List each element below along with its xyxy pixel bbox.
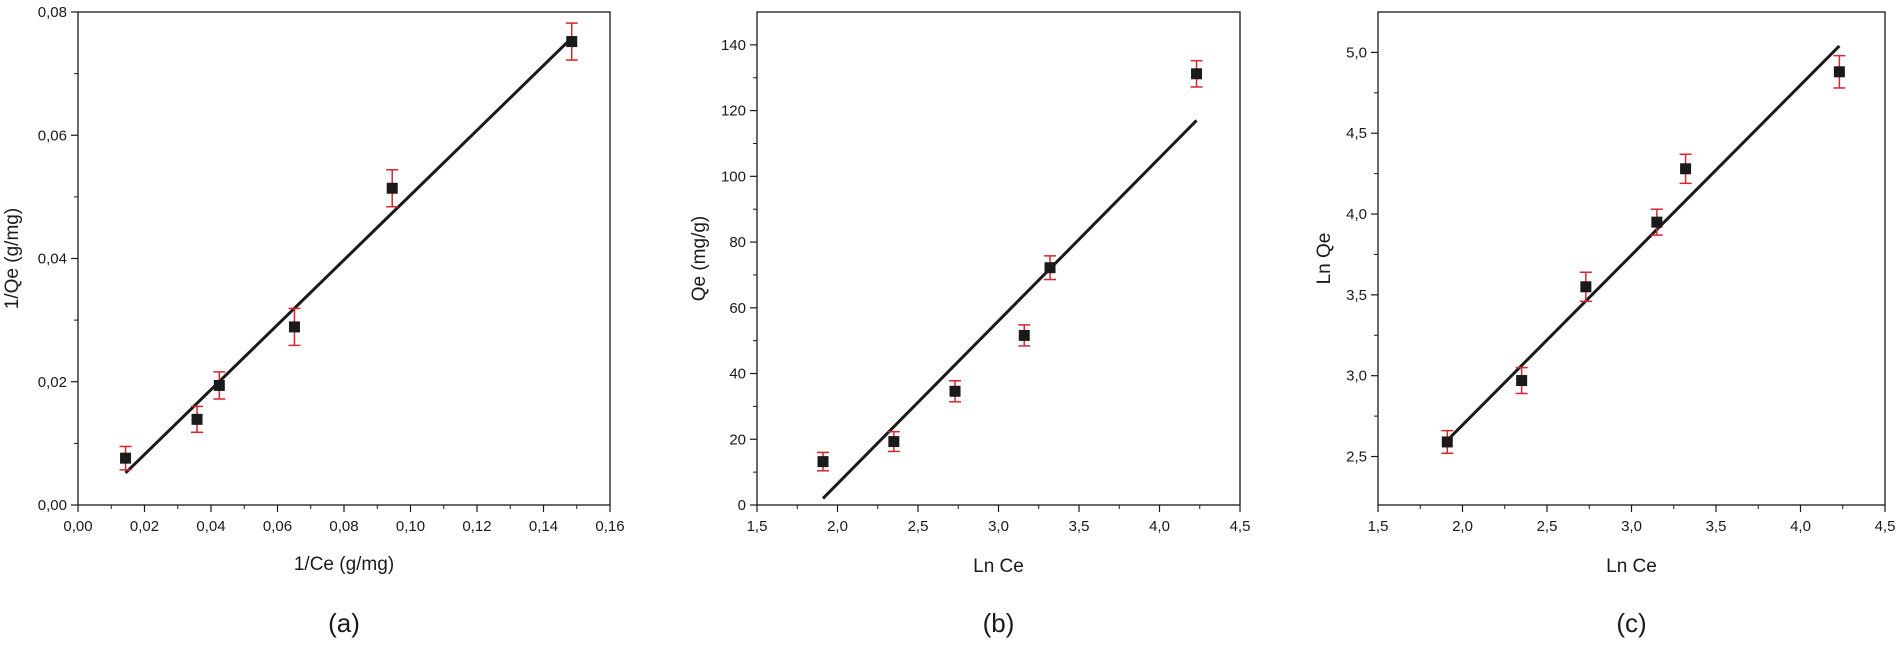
y-tick-label: 5,0 [1346,44,1367,61]
fit-line [1446,44,1841,442]
x-tick-label: 0,08 [329,518,358,535]
data-point [949,385,961,397]
x-axis-label: Ln Ce [973,556,1024,577]
data-point [1441,436,1453,448]
x-tick-label: 3,0 [1621,518,1642,535]
x-tick-label: 0,16 [595,518,624,535]
y-tick-label: 20 [729,431,746,448]
y-tick-label: 60 [729,300,746,317]
data-point [1018,329,1030,341]
x-tick-label: 0,04 [196,518,225,535]
y-tick-label: 100 [721,168,746,185]
data-point [566,36,578,48]
x-tick-label: 0,06 [263,518,292,535]
x-tick-label: 0,14 [529,518,558,535]
x-tick-label: 0,02 [130,518,159,535]
x-tick-label: 2,5 [908,518,929,535]
data-point [1833,66,1845,78]
chart-panel-b: 1,5 2,0 2,5 3,0 3,5 4,0 4,5 0 20 40 60 80 100 120 140 L… [689,11,1251,638]
x-tick-label: 0,10 [396,518,425,535]
x-tick-label: 4,5 [1230,518,1251,535]
y-axis-label: Qe (mg/g) [689,216,710,302]
x-axis-label: Ln Ce [1606,556,1657,577]
y-tick-label: 0,08 [38,4,67,21]
x-tick-label: 3,5 [1706,518,1727,535]
y-tick-label: 4,5 [1346,125,1367,142]
y-tick-label: 0 [738,497,746,514]
x-tick-label: 4,0 [1149,518,1170,535]
data-point [1680,163,1692,175]
data-point [888,436,900,448]
chart-panel-c: 1,5 2,0 2,5 3,0 3,5 4,0 4,5 2,5 3,0 3,5 4,0 4,5 5,0 L… [1314,11,1896,638]
data-point [1191,68,1203,80]
x-tick-label: 3,5 [1069,518,1090,535]
x-tick-label: 4,5 [1875,518,1896,535]
fit-line [821,119,1198,500]
panel-label-c: (c) [1616,608,1646,638]
panel-label-b: (b) [983,608,1015,638]
data-point [191,413,203,425]
y-tick-label: 80 [729,234,746,251]
data-point [386,182,398,194]
data-point [1516,375,1528,387]
y-tick-label: 120 [721,103,746,120]
y-axis-label: 1/Qe (g/mg) [2,208,23,309]
x-tick-label: 2,5 [1537,518,1558,535]
x-tick-label: 4,0 [1790,518,1811,535]
y-tick-label: 2,5 [1346,449,1367,466]
y-tick-label: 4,0 [1346,206,1367,223]
y-tick-label: 0,00 [38,497,67,514]
y-tick-label: 40 [729,366,746,383]
chart-panel-a: 0,00 0,02 0,04 0,06 0,08 0,10 0,12 0,14 0,16 0,00… [2,4,625,638]
data-point [120,452,132,464]
data-point [288,321,300,333]
y-tick-label: 140 [721,37,746,54]
y-tick-label: 0,04 [38,251,67,268]
data-point [1044,262,1056,274]
fit-line [124,36,573,475]
x-tick-label: 1,5 [747,518,768,535]
plot-frame [756,11,1241,506]
data-point [817,456,829,468]
data-point [1580,281,1592,293]
y-axis-label: Ln Qe [1314,233,1335,285]
x-axis-label: 1/Ce (g/mg) [294,554,394,575]
x-tick-label: 3,0 [988,518,1009,535]
x-tick-label: 2,0 [827,518,848,535]
x-tick-label: 1,5 [1368,518,1389,535]
x-tick-label: 0,00 [63,518,92,535]
data-point [213,379,225,391]
x-tick-label: 2,0 [1452,518,1473,535]
panel-label-a: (a) [328,608,360,638]
y-tick-label: 0,06 [38,127,67,144]
y-tick-label: 3,0 [1346,368,1367,385]
y-tick-label: 0,02 [38,374,67,391]
data-point [1651,216,1663,228]
plot-frame [1377,11,1886,506]
y-tick-label: 3,5 [1346,287,1367,304]
x-tick-label: 0,12 [462,518,491,535]
